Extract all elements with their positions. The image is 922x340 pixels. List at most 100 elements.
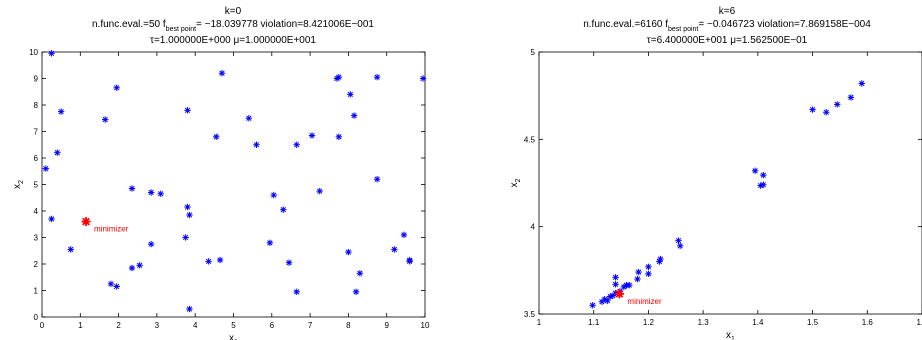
data-point: [345, 248, 352, 256]
data-point: [809, 106, 816, 113]
data-point: [218, 70, 226, 77]
data-point: [48, 215, 55, 223]
title-f-value: = −0.046723: [698, 19, 757, 30]
data-point: [107, 280, 115, 288]
x-tick-label: 1.1: [588, 318, 600, 327]
y-tick-label: 4: [34, 207, 39, 216]
x-axis-label: x1: [229, 333, 238, 340]
data-point: [645, 270, 652, 278]
data-point: [184, 203, 191, 211]
title-f-symbol: f: [665, 19, 668, 30]
data-point: [48, 50, 55, 57]
data-point: [253, 141, 260, 148]
minimizer-marker: [614, 289, 624, 299]
title-stats: n.func.eval.=50 fbest point= −18.039778 …: [92, 19, 374, 33]
y-tick-label: 5: [531, 48, 536, 57]
data-point: [136, 262, 143, 269]
data-point: [216, 256, 224, 264]
data-point: [54, 149, 61, 156]
data-point: [67, 246, 74, 253]
title-func-eval: n.func.eval.=6160: [583, 19, 665, 30]
x-tick-label: 3: [155, 321, 160, 330]
y-tick-label: 2: [34, 260, 39, 269]
data-point: [356, 270, 364, 277]
y-tick-label: 4: [531, 223, 536, 232]
data-point: [245, 115, 253, 122]
data-point: [147, 189, 155, 196]
x-axis-label: x1: [726, 330, 735, 340]
data-point: [157, 190, 164, 197]
data-point: [113, 283, 120, 290]
data-point: [182, 234, 189, 241]
x-tick-label: 1.5: [807, 318, 819, 327]
y-axis-label: x2: [509, 178, 522, 187]
data-point: [101, 116, 109, 123]
y-tick-label: 3: [34, 234, 39, 243]
data-point: [400, 231, 408, 239]
data-point: [406, 258, 413, 265]
data-point: [760, 171, 767, 179]
x-tick-label: 1: [78, 321, 83, 330]
x-tick-label: 2: [116, 321, 121, 330]
data-point: [128, 264, 136, 272]
y-axis-label: x2: [12, 180, 25, 189]
data-point: [184, 107, 191, 114]
data-point: [645, 263, 652, 271]
title-params: τ=1.000000E+000 μ=1.000000E+001: [150, 35, 316, 46]
data-point: [847, 94, 855, 101]
data-point: [335, 133, 343, 140]
data-point: [270, 191, 277, 199]
data-point: [760, 181, 767, 188]
data-point: [350, 112, 358, 119]
title-violation: violation=7.869158E−004: [757, 19, 871, 30]
y-tick-label: 6: [34, 154, 39, 163]
y-tick-label: 10: [29, 48, 38, 57]
data-point: [626, 281, 633, 289]
title-iteration: k=6: [719, 6, 736, 17]
y-tick-label: 1: [34, 287, 39, 296]
x-tick-label: 0: [40, 321, 45, 330]
title-f-subscript: best point: [166, 26, 196, 33]
data-point: [634, 275, 641, 283]
title-f-subscript: best point: [668, 26, 698, 33]
data-point: [352, 288, 360, 296]
data-point: [823, 109, 830, 116]
data-point: [373, 176, 381, 183]
data-point: [391, 246, 398, 253]
title-params: τ=6.400000E+001 μ=1.562500E−01: [647, 35, 808, 46]
x-tick-label: 5: [231, 321, 236, 330]
x-tick-label: 6: [270, 321, 275, 330]
data-point: [128, 185, 136, 192]
data-point: [293, 141, 300, 148]
data-point: [419, 75, 427, 82]
y-tick-label: 4.5: [524, 135, 536, 144]
title-f-symbol: f: [163, 19, 166, 30]
minimizer-marker: [81, 217, 91, 227]
x-tick-label: 10: [421, 321, 430, 330]
data-point: [308, 132, 316, 139]
data-point: [675, 237, 682, 244]
data-point: [186, 305, 193, 313]
data-point: [285, 259, 293, 266]
data-point: [373, 73, 381, 81]
data-point: [293, 288, 300, 296]
x-tick-label: 1: [537, 318, 542, 327]
left-scatter-chart: k=0 n.func.eval.=50 fbest point= −18.0397…: [12, 6, 430, 340]
y-tick-label: 7: [34, 128, 39, 137]
y-tick-label: 3.5: [524, 310, 536, 319]
data-point: [833, 101, 841, 108]
data-point: [213, 133, 220, 140]
axes-box: [41, 51, 426, 318]
x-tick-label: 1.3: [698, 318, 710, 327]
title-violation: violation=8.421006E−001: [261, 19, 375, 30]
data-point: [612, 281, 619, 288]
data-point: [186, 211, 193, 219]
data-point: [57, 108, 65, 115]
data-point: [612, 274, 619, 281]
data-point: [347, 91, 354, 98]
data-point: [316, 187, 323, 195]
y-tick-label: 5: [34, 181, 39, 190]
minimizer-label: minimizer: [627, 297, 662, 306]
x-tick-label: 1.4: [752, 318, 764, 327]
